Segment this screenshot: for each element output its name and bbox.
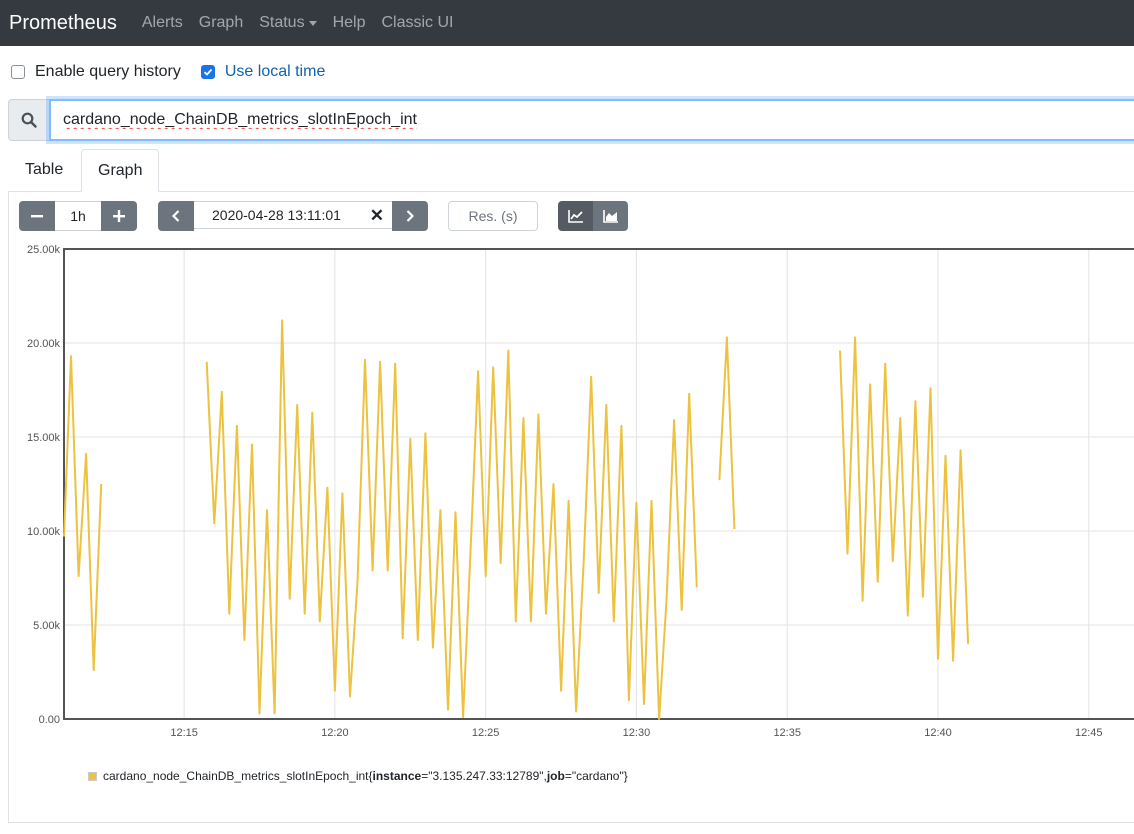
- y-tick-label: 15.00k: [27, 432, 61, 444]
- x-tick-label: 12:35: [773, 727, 801, 739]
- nav-help[interactable]: Help: [332, 14, 366, 31]
- search-addon: [8, 99, 49, 141]
- time-series-chart: 0.00 5.00k 10.00k 15.00k 20.00k 25.00k 12:15 12…: [27, 244, 1134, 739]
- legend-swatch: [88, 771, 97, 781]
- y-tick-label: 20.00k: [27, 338, 61, 350]
- chart-axes: 0.00 5.00k 10.00k 15.00k 20.00k 25.00k 12:15 12…: [27, 244, 1134, 739]
- x-tick-label: 12:30: [623, 727, 651, 739]
- chevron-down-icon: [308, 20, 317, 26]
- chart-series: [63, 319, 970, 720]
- panel-tabs: Table Graph: [8, 149, 1134, 192]
- legend-brace: {: [368, 769, 373, 783]
- legend-label-key: instance: [372, 769, 422, 783]
- chevron-left-icon: [171, 210, 180, 222]
- y-tick-label: 10.00k: [27, 526, 61, 538]
- series-line-segment: [63, 355, 103, 672]
- decrease-range-button[interactable]: [19, 201, 55, 231]
- nav-alerts[interactable]: Alerts: [141, 14, 183, 31]
- y-tick-label: 5.00k: [33, 620, 60, 632]
- panel-left-border: [8, 191, 9, 823]
- local-time-checkbox[interactable]: [200, 65, 215, 79]
- checkmark-icon: [203, 68, 213, 76]
- x-tick-label: 12:20: [321, 727, 349, 739]
- increase-range-button[interactable]: [101, 201, 137, 231]
- graph-legend[interactable]: cardano_node_ChainDB_metrics_slotInEpoch…: [88, 769, 628, 783]
- legend-label-value: ="3.135.247.33:12789",: [421, 769, 547, 783]
- legend-label-value: ="cardano"}: [564, 769, 628, 783]
- x-tick-label: 12:45: [1075, 727, 1103, 739]
- query-options: Enable query history Use local time: [11, 63, 345, 81]
- plot-frame: [63, 248, 1134, 720]
- range-input[interactable]: 1h: [55, 201, 101, 231]
- search-icon: [21, 112, 37, 128]
- x-tick-label: 12:40: [924, 727, 952, 739]
- end-time-input[interactable]: 2020-04-28 13:11:01 ✕: [194, 201, 392, 229]
- series-line-segment: [718, 336, 736, 530]
- series-line-segment: [839, 336, 970, 662]
- query-bar: [8, 99, 1134, 141]
- query-history-checkbox[interactable]: [11, 65, 25, 79]
- nav-status-label: Status: [259, 14, 305, 31]
- legend-metric: cardano_node_ChainDB_metrics_slotInEpoch…: [103, 769, 369, 783]
- tab-graph[interactable]: Graph: [81, 149, 160, 192]
- time-controls: 2020-04-28 13:11:01 ✕: [158, 201, 428, 231]
- range-controls: 1h: [19, 201, 137, 231]
- y-tick-label: 25.00k: [27, 244, 61, 256]
- y-tick-label: 0.00: [39, 714, 60, 726]
- local-time-label[interactable]: Use local time: [224, 63, 326, 80]
- end-time-value: 2020-04-28 13:11:01: [212, 207, 341, 223]
- query-history-label[interactable]: Enable query history: [35, 63, 181, 80]
- unstacked-button[interactable]: [558, 201, 593, 231]
- nav-status-dropdown[interactable]: Status: [259, 14, 317, 32]
- stacked-button[interactable]: [593, 201, 628, 231]
- area-chart-icon: [602, 210, 618, 223]
- panel-bottom-border: [8, 822, 1134, 823]
- navbar: Prometheus Alerts Graph Status Help Clas…: [0, 0, 1134, 46]
- earlier-time-button[interactable]: [158, 201, 194, 231]
- stack-toggle-group: [558, 201, 628, 231]
- line-chart-icon: [567, 210, 583, 223]
- resolution-input[interactable]: Res. (s): [448, 201, 538, 231]
- later-time-button[interactable]: [392, 201, 428, 231]
- legend-label-key: job: [546, 769, 565, 783]
- series-line-segment: [205, 319, 698, 720]
- minus-icon: [31, 215, 43, 218]
- x-tick-label: 12:25: [472, 727, 500, 739]
- nav-graph[interactable]: Graph: [198, 14, 244, 31]
- brand-link[interactable]: Prometheus: [9, 11, 117, 34]
- chart-grid: [64, 249, 1134, 719]
- nav-classic-ui[interactable]: Classic UI: [381, 14, 454, 31]
- expression-input[interactable]: [49, 99, 1134, 141]
- chevron-right-icon: [406, 210, 415, 222]
- plus-icon: [113, 210, 125, 222]
- tab-table[interactable]: Table: [25, 161, 64, 178]
- clear-time-icon[interactable]: ✕: [369, 206, 384, 225]
- x-tick-label: 12:15: [170, 727, 198, 739]
